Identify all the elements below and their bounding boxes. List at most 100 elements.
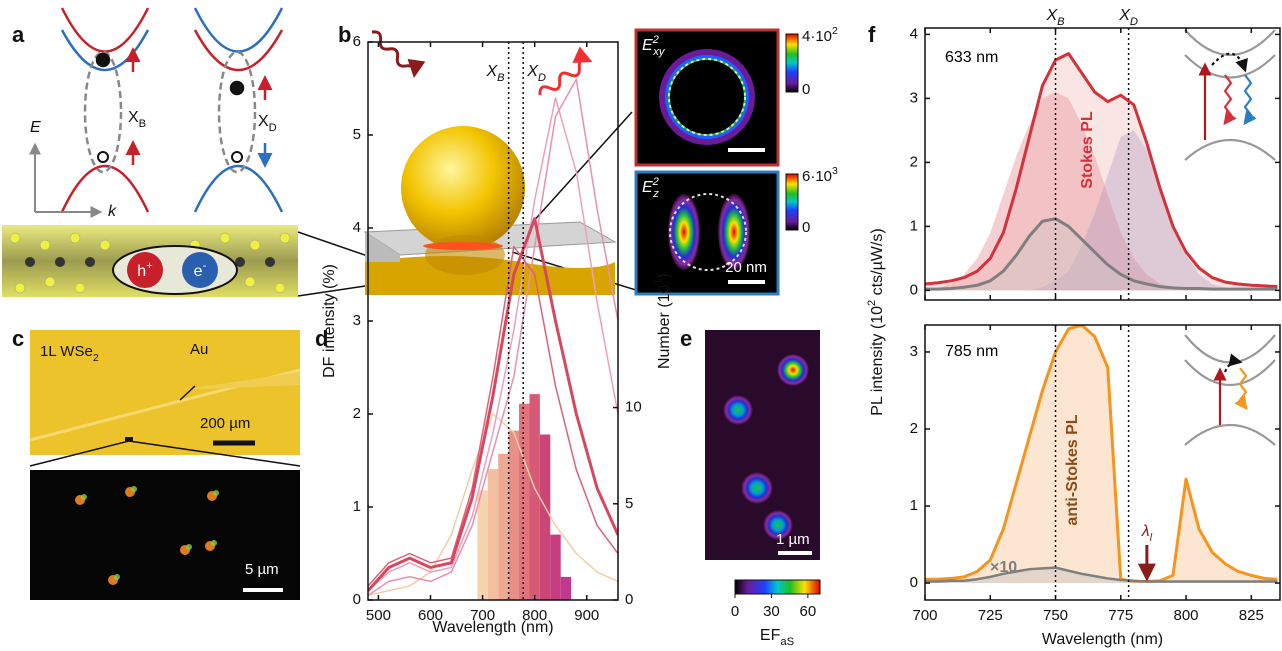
plot <box>925 325 1277 583</box>
page: abcdefEkXBXDh+e-E2xy4·1020E2z6·103020 nm… <box>0 0 1282 651</box>
panel-label: a <box>12 22 25 47</box>
reference-label: XB <box>1045 7 1065 28</box>
x-tick-label: 800 <box>1174 607 1199 624</box>
y-tick-label: 3 <box>353 312 361 329</box>
exciton-label: XB <box>128 109 146 130</box>
y-tick-label: 2 <box>910 153 918 170</box>
panel-label: b <box>338 22 351 47</box>
exciton-label-main: X <box>258 113 269 130</box>
x-tick-label: 725 <box>978 607 1003 624</box>
scale-label: 20 nm <box>725 259 767 276</box>
laser-label-sub: l <box>1150 532 1153 544</box>
histogram-bar <box>561 577 571 600</box>
map-label-sup: 2 <box>652 176 660 188</box>
gold-label: Au <box>190 341 208 358</box>
y-tick-label: 4 <box>910 25 918 42</box>
colorbar-label-sup: 2 <box>832 25 838 37</box>
scale-label: 5 µm <box>245 561 279 578</box>
y-tick-label: 0 <box>910 574 918 591</box>
colorbar-label-main: 6·10 <box>802 168 832 185</box>
reference-label: XD <box>1118 7 1138 28</box>
exciton-label: XD <box>258 113 277 134</box>
y-axis-label: PL intensity (102 cts/µW/s) <box>866 228 886 415</box>
y2-axis-label: Number (101) <box>653 273 673 369</box>
colorbar-label: 0 <box>802 81 810 98</box>
histogram-bar <box>509 431 519 600</box>
x-tick-label: 700 <box>912 607 937 624</box>
y-tick-label: 0 <box>910 281 918 298</box>
y-tick-label: 1 <box>353 498 361 515</box>
y2-axis-label-tail: ) <box>656 273 673 278</box>
reference-label: XB <box>485 63 505 84</box>
band-diagram <box>35 8 282 235</box>
panel-label: c <box>12 326 24 351</box>
x-tick-label: 500 <box>366 607 391 624</box>
y2-tick-label: 5 <box>625 495 633 512</box>
x-axis-label: Wavelength (nm) <box>432 619 553 636</box>
y-tick-label: 1 <box>910 497 918 514</box>
annotation: ×10 <box>990 559 1017 576</box>
y-tick-label: 3 <box>910 89 918 106</box>
micrographs <box>30 330 300 600</box>
scale-label: 200 µm <box>200 415 250 432</box>
colorbar-label: 6·103 <box>802 165 838 185</box>
histogram-bar <box>488 469 498 600</box>
x-axis-label: Wavelength (nm) <box>1042 631 1163 648</box>
y-axis-label-main: PL intensity (10 <box>869 306 886 416</box>
material-label-main: 1L WSe <box>40 343 93 360</box>
exciton-label-sub: D <box>269 122 277 134</box>
colorbar-title-sub: aS <box>780 636 794 648</box>
x-tick-label: 825 <box>1239 607 1264 624</box>
reference-label-sub: B <box>1057 16 1065 28</box>
y-tick-label: 2 <box>353 405 361 422</box>
colorbar-title: EFaS <box>760 627 794 648</box>
colorbar-title-main: EF <box>760 627 781 644</box>
laser-label: λl <box>1141 523 1153 544</box>
exciton-label-main: X <box>128 109 139 126</box>
reference-label-sub: B <box>497 72 505 84</box>
histogram-bar <box>477 490 487 600</box>
x-tick-label: 750 <box>1043 607 1068 624</box>
y2-tick-label: 0 <box>625 591 633 608</box>
colorbar-tick-label: 30 <box>763 603 780 620</box>
carrier-label-sup: - <box>203 260 207 272</box>
reference-label-sub: D <box>538 72 546 84</box>
carrier-label-main: h <box>137 263 146 280</box>
map-label-main: E <box>642 37 653 54</box>
area <box>925 54 1277 291</box>
annotation: 633 nm <box>945 49 998 66</box>
panel-label: e <box>680 326 692 351</box>
y-tick-label: 5 <box>353 126 361 143</box>
histogram-bar <box>529 394 539 600</box>
y2-tick-label: 10 <box>625 399 642 416</box>
scale-label: 1 µm <box>776 531 810 548</box>
histogram-bar <box>550 535 560 600</box>
material-label-sub: 2 <box>93 352 99 364</box>
colorbar-tick-label: 0 <box>731 603 739 620</box>
y-axis-label: DF intensity (%) <box>321 264 338 378</box>
y-tick-label: 6 <box>353 33 361 50</box>
histogram-bar <box>519 404 529 600</box>
y-tick-label: 3 <box>910 343 918 360</box>
y-tick-label: 0 <box>353 591 361 608</box>
reference-label-sub: D <box>1130 16 1138 28</box>
figure: abcdefEkXBXDh+e-E2xy4·1020E2z6·103020 nm… <box>0 0 1282 651</box>
panel-label: f <box>868 22 876 47</box>
map-label-sub: xy <box>652 46 666 58</box>
histogram-bar <box>498 454 508 600</box>
y-tick-label: 2 <box>910 420 918 437</box>
carrier-label-sup: + <box>146 260 153 272</box>
colorbar-tick-label: 60 <box>800 603 817 620</box>
annotation: Stokes PL <box>1079 111 1096 189</box>
field-maps <box>636 30 798 294</box>
laser-label-main: λ <box>1141 523 1150 540</box>
colorbar-label: 4·102 <box>802 25 838 45</box>
exciton-label-sub: B <box>139 118 146 130</box>
colorbar-label-sup: 3 <box>832 165 838 177</box>
x-tick-label: 900 <box>574 607 599 624</box>
histogram-bar <box>540 435 550 600</box>
reference-label: XD <box>526 63 546 84</box>
carrier-label-main: e <box>194 263 203 280</box>
area <box>925 325 1277 583</box>
y-tick-label: 4 <box>353 219 361 236</box>
